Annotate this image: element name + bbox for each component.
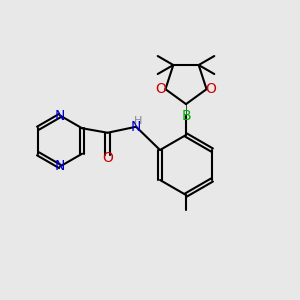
Text: O: O [155, 82, 167, 96]
Text: N: N [55, 160, 65, 173]
Text: N: N [55, 109, 65, 122]
Text: H: H [134, 116, 142, 126]
Text: O: O [102, 151, 113, 165]
Text: B: B [181, 109, 191, 122]
Text: N: N [131, 120, 141, 134]
Text: O: O [206, 82, 217, 96]
